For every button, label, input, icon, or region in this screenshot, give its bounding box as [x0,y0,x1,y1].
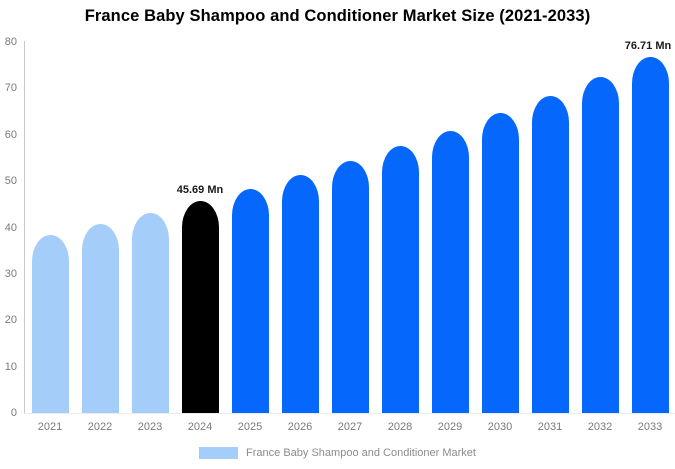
bar-2028[interactable] [381,146,419,413]
legend-item[interactable]: France Baby Shampoo and Conditioner Mark… [0,444,675,462]
value-label-2024: 45.69 Mn [176,184,224,197]
x-axis-label-2030: 2030 [487,421,513,433]
bar-2033[interactable] [631,57,669,413]
bar-2023[interactable] [131,213,169,413]
x-axis-label-2025: 2025 [237,421,263,433]
y-axis-tick-80: 80 [4,36,17,48]
x-axis-label-2024: 2024 [187,421,213,433]
x-axis-label-2026: 2026 [287,421,313,433]
x-axis-label-2023: 2023 [137,421,163,433]
x-axis-label-2029: 2029 [437,421,463,433]
y-axis-tick-50: 50 [4,175,17,188]
y-axis-tick-20: 20 [4,314,17,327]
bar-2026[interactable] [281,175,319,413]
legend-swatch-icon [199,447,239,459]
bar-2025[interactable] [231,188,269,413]
x-axis-label-2027: 2027 [337,421,363,433]
y-axis-tick-40: 40 [4,221,17,234]
value-label-2033: 76.71 Mn [624,40,672,53]
x-axis-line [24,413,675,414]
bar-2029[interactable] [431,130,469,413]
bar-2031[interactable] [531,95,569,413]
bar-2027[interactable] [331,161,369,413]
y-axis-tick-0: 0 [10,407,17,419]
y-axis-tick-10: 10 [4,360,17,373]
y-axis-tick-30: 30 [4,267,17,280]
x-axis-label-2022: 2022 [87,421,113,433]
y-axis-line [24,41,25,413]
x-axis-label-2031: 2031 [537,421,563,433]
x-axis-label-2021: 2021 [37,421,63,433]
legend-label: France Baby Shampoo and Conditioner Mark… [246,447,476,459]
bar-2030[interactable] [481,113,519,413]
bar-2032[interactable] [581,77,619,413]
x-axis-label-2032: 2032 [587,421,613,433]
bar-2022[interactable] [81,224,119,413]
y-axis-tick-70: 70 [4,82,17,95]
y-axis-tick-60: 60 [4,128,17,141]
chart-title: France Baby Shampoo and Conditioner Mark… [84,7,591,25]
x-axis-label-2033: 2033 [637,421,663,433]
x-axis-label-2028: 2028 [387,421,413,433]
bar-2024[interactable] [181,201,219,413]
bar-2021[interactable] [31,234,69,413]
